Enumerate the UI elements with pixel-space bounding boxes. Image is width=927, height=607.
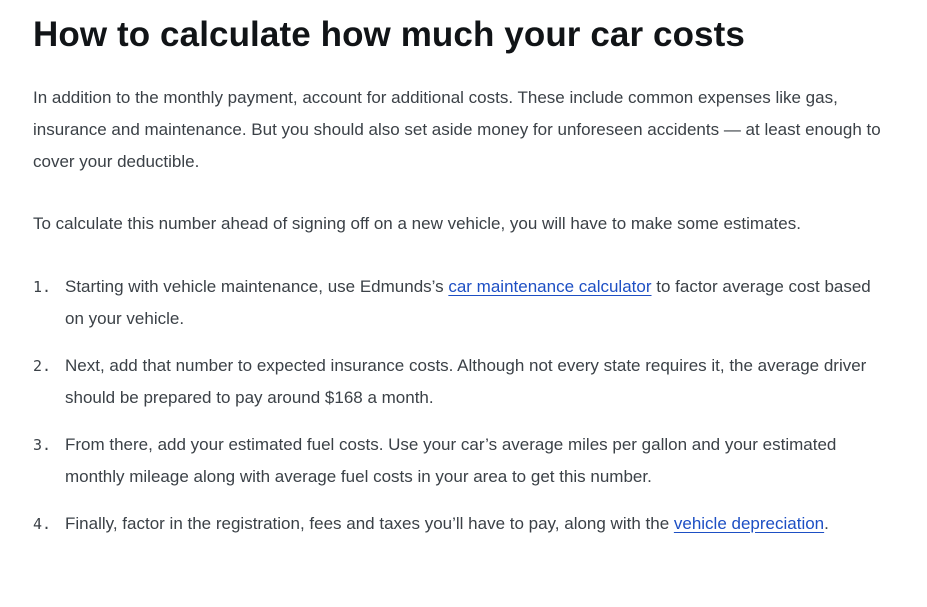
list-item-text-start: Starting with vehicle maintenance, use E… (65, 277, 449, 296)
list-item-text-start: Finally, factor in the registration, fee… (65, 514, 674, 533)
list-number: 4. (33, 515, 52, 533)
list-item-text-end: to factor average cost based on your veh… (65, 277, 871, 328)
vehicle-depreciation-link[interactable]: vehicle depreciation (673, 514, 825, 533)
section-heading: How to calculate how much your car costs (33, 15, 745, 54)
list-item-text-end: . (824, 514, 829, 533)
list-number: 2. (33, 357, 52, 375)
intro-paragraph: In addition to the monthly payment, acco… (33, 88, 881, 171)
list-item-text: Finally, factor in the registration, fee… (65, 508, 880, 540)
car-maintenance-calculator-link[interactable]: car maintenance calculator (448, 277, 652, 296)
list-item-text: Starting with vehicle maintenance, use E… (65, 271, 880, 335)
list-number: 3. (33, 436, 52, 454)
list-item-text: From there, add your estimated fuel cost… (65, 435, 837, 486)
list-item-text: Next, add that number to expected insura… (65, 356, 867, 407)
list-number: 1. (33, 278, 52, 296)
estimates-paragraph: To calculate this number ahead of signin… (33, 214, 801, 233)
